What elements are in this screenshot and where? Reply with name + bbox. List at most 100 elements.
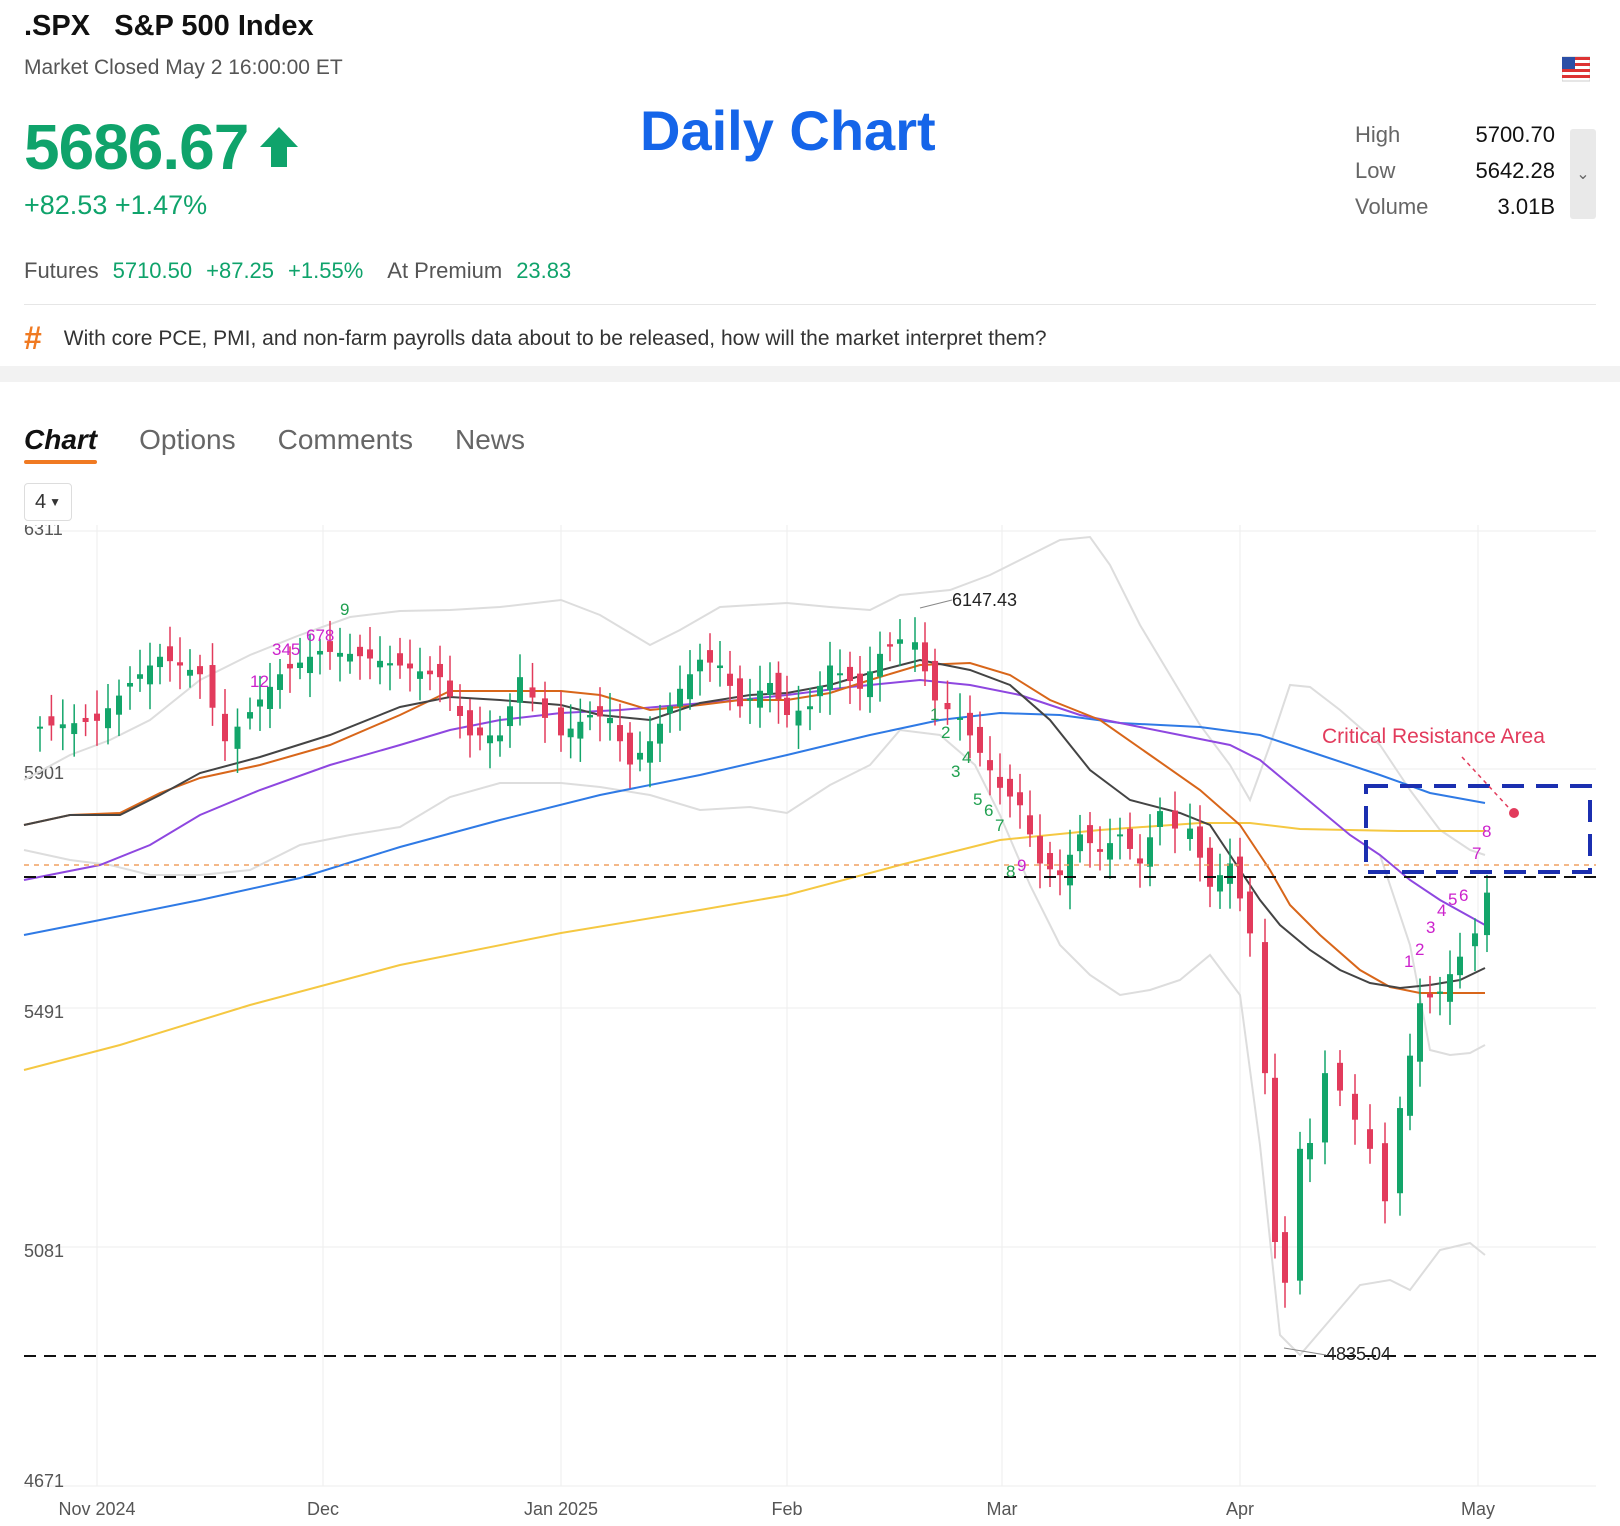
candle-body	[1272, 1077, 1278, 1243]
ma-short-line	[23, 658, 1486, 990]
chart-grid	[24, 525, 1596, 1487]
bollinger-upper	[23, 535, 1486, 856]
candle-body	[467, 710, 473, 736]
candle-body	[1067, 854, 1073, 886]
candle-body	[1367, 1129, 1373, 1149]
page-title: .SPX S&P 500 Index	[24, 10, 314, 43]
candle-body	[1352, 1093, 1358, 1120]
ticker-symbol: .SPX	[24, 10, 91, 42]
bollinger-lower	[23, 728, 1486, 1357]
candle-body	[1237, 856, 1243, 899]
x-tick-label: Dec	[307, 1499, 339, 1519]
candle-body	[542, 698, 548, 718]
td-label: 2	[1415, 940, 1424, 959]
period-selector[interactable]: 4 ▼	[24, 483, 72, 521]
candle-body	[727, 673, 733, 686]
stats-expand-button[interactable]: ⌄	[1570, 129, 1596, 219]
candle-body	[1282, 1232, 1288, 1283]
y-tick-label: 5901	[24, 763, 64, 783]
tab-comments[interactable]: Comments	[277, 424, 413, 455]
candle-body	[37, 726, 43, 729]
candle-body	[307, 656, 313, 674]
price-chart[interactable]: .tick { font-family:"Liberation Sans", s…	[0, 525, 1620, 1526]
candle-body	[327, 641, 333, 652]
stat-value: 3.01B	[1497, 194, 1556, 219]
y-tick-label: 5491	[24, 1002, 64, 1022]
candle-body	[297, 662, 303, 669]
candle-body	[1322, 1073, 1328, 1143]
candle-body	[529, 687, 536, 698]
td-label: 8	[1006, 862, 1015, 881]
td-label: 6	[984, 801, 993, 820]
candle-body	[957, 717, 963, 720]
tab-chart[interactable]: Chart	[24, 424, 98, 464]
resistance-label: Critical Resistance Area	[1322, 725, 1545, 748]
tab-options[interactable]: Options	[139, 424, 236, 455]
candle-body	[277, 674, 283, 690]
y-tick-label: 5081	[24, 1241, 64, 1261]
stat-label: Low	[1355, 158, 1396, 183]
candle-body	[407, 663, 413, 669]
candle-body	[1077, 834, 1083, 852]
candle-body	[558, 707, 564, 736]
candle-body	[147, 665, 153, 685]
candle-body	[1382, 1143, 1388, 1202]
candle-body	[1407, 1055, 1413, 1116]
candle-body	[1047, 853, 1053, 870]
td-label: 1	[1404, 952, 1413, 971]
candle-body	[1097, 849, 1103, 852]
candle-body	[222, 713, 228, 742]
candle-body	[897, 639, 903, 644]
stat-volume: Volume 3.01B	[1355, 194, 1555, 230]
candle-body	[367, 649, 373, 659]
candle-body	[317, 650, 323, 655]
td-label: 345	[272, 640, 300, 659]
candle-body	[517, 677, 523, 703]
x-tick-label: Apr	[1226, 1499, 1254, 1519]
candle-body	[967, 712, 973, 736]
candle-body	[607, 717, 613, 724]
candle-body	[234, 726, 241, 749]
candle-body	[912, 642, 918, 650]
td-label: 9	[1017, 856, 1026, 875]
divider	[24, 304, 1596, 305]
stats-panel: High 5700.70 Low 5642.28 Volume 3.01B	[1355, 122, 1555, 230]
candle-body	[1337, 1062, 1343, 1091]
arrow-up-icon	[260, 127, 299, 167]
chart-overlay-title: Daily Chart	[640, 99, 936, 162]
candle-body	[667, 706, 673, 714]
high-marker-line	[919, 599, 953, 609]
candle-body	[257, 699, 263, 707]
td-label: 3	[951, 762, 960, 781]
futures-change: +87.25	[206, 258, 275, 283]
candle-body	[337, 652, 343, 657]
last-price: 5686.67	[24, 111, 249, 183]
candle-body	[775, 672, 782, 699]
candle-body	[187, 669, 193, 676]
candle-body	[247, 712, 253, 719]
stat-label: Volume	[1355, 194, 1429, 219]
low-marker-line	[1283, 1347, 1327, 1356]
candle-body	[1147, 837, 1153, 867]
x-tick-label: May	[1461, 1499, 1495, 1519]
candle-body	[887, 644, 893, 647]
premium-value: 23.83	[516, 258, 572, 283]
candle-body	[1307, 1143, 1313, 1160]
candle-body	[157, 656, 163, 668]
candle-body	[127, 682, 133, 687]
candle-body	[657, 723, 663, 744]
ma-blue-line	[23, 711, 1486, 936]
candle-body	[837, 673, 843, 676]
section-separator	[0, 366, 1620, 382]
stat-value: 5642.28	[1475, 158, 1555, 183]
candle-body	[1127, 828, 1133, 849]
candle-body	[1117, 834, 1123, 837]
topic-banner[interactable]: # With core PCE, PMI, and non-farm payro…	[24, 320, 1047, 357]
tab-bar: Chart Options Comments News	[24, 424, 567, 464]
candle-body	[1157, 811, 1163, 827]
tab-news[interactable]: News	[455, 424, 526, 455]
annotation-dot	[1509, 808, 1519, 818]
candle-body	[784, 697, 790, 716]
resistance-area-box	[1364, 784, 1592, 874]
candle-body	[847, 666, 853, 682]
